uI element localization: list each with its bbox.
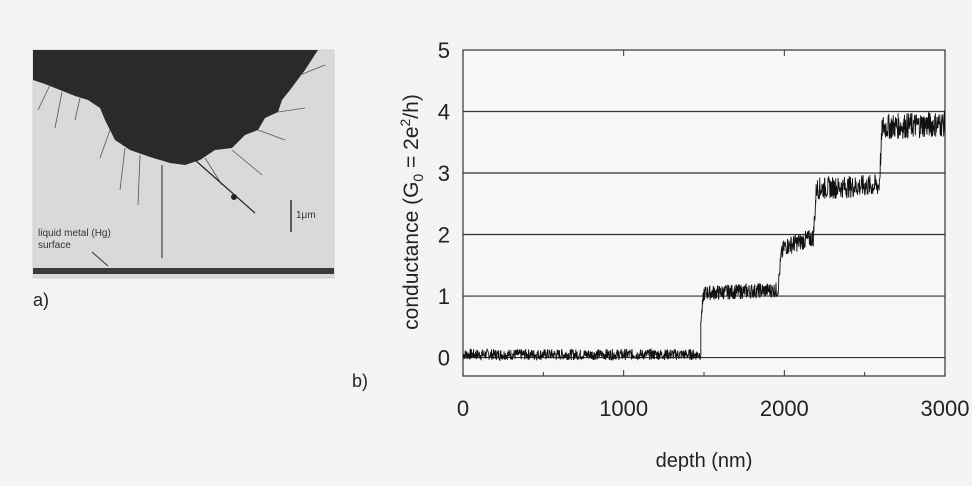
mercury-drop-shape	[33, 50, 318, 165]
y-tick-label: 4	[438, 100, 450, 125]
panel-a-label: a)	[33, 290, 49, 310]
data-series	[462, 110, 946, 362]
conductance-trace	[462, 110, 946, 362]
y-tick-label: 2	[438, 223, 450, 248]
y-tick-label: 5	[438, 38, 450, 63]
panel-b-label: b)	[352, 371, 368, 391]
y-tick-label: 1	[438, 284, 450, 309]
axis-ticks: 0 1 2 3 4 5 0 1000 2000 3000	[438, 38, 970, 421]
conductance-chart: 0 1 2 3 4 5 0 1000 2000 3000 b) depth (nm) conduc…	[352, 38, 969, 472]
surface-label-line1: liquid metal (Hg)	[38, 228, 111, 239]
x-tick-label: 3000	[921, 396, 970, 421]
x-axis-label: depth (nm)	[656, 450, 753, 472]
pointer-arrow	[194, 159, 256, 214]
y-axis-label: conductance (G0 = 2e2/h)	[397, 94, 426, 330]
scale-bar-label: 1μm	[296, 210, 316, 221]
y-tick-label: 3	[438, 161, 450, 186]
x-tick-label: 2000	[760, 396, 809, 421]
whisker-lines	[37, 64, 326, 206]
pointer-dot	[231, 194, 237, 200]
y-tick-label: 0	[438, 346, 450, 371]
x-tick-label: 1000	[599, 396, 648, 421]
surface-label-line2: surface	[38, 240, 71, 251]
plot-frame	[462, 49, 946, 377]
micrograph: 1μm liquid metal (Hg) surface a)	[32, 49, 335, 310]
liquid-surface-line	[33, 268, 334, 274]
surface-pointer	[91, 251, 109, 267]
x-tick-label: 0	[457, 396, 469, 421]
